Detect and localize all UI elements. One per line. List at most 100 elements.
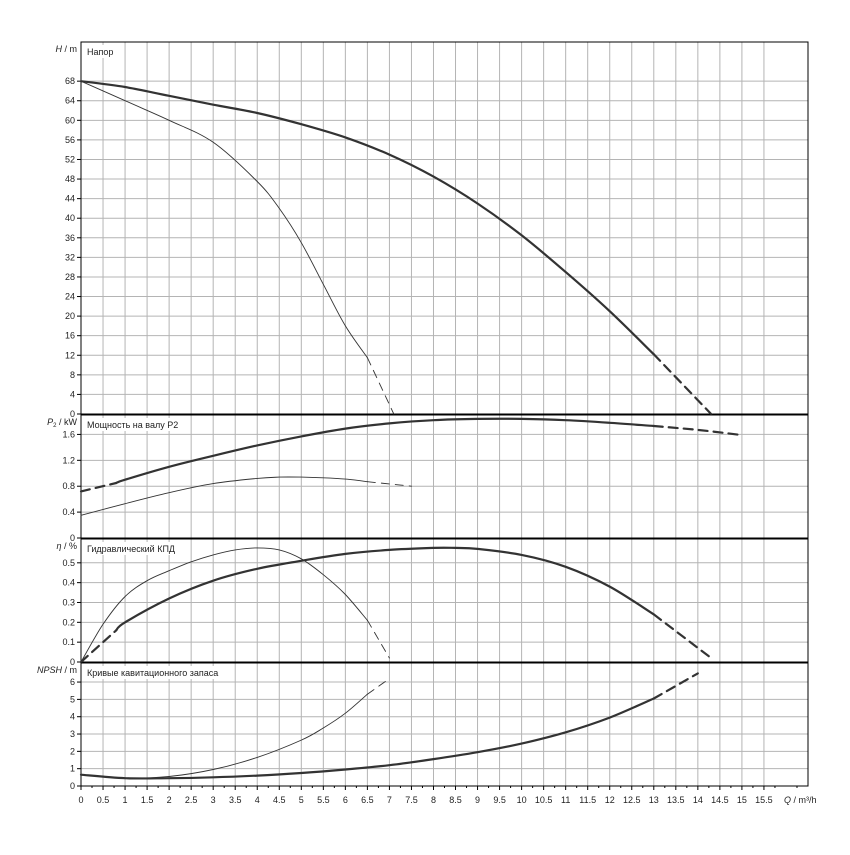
curve-power-0 xyxy=(115,417,655,485)
panel-frame xyxy=(80,538,809,663)
y-tick-label: 0.5 xyxy=(62,558,75,568)
x-tick-label: 15 xyxy=(737,795,747,805)
y-tick-label: 12 xyxy=(65,350,75,360)
x-tick-label: 6.5 xyxy=(361,795,374,805)
x-tick-label: 1 xyxy=(123,795,128,805)
x-tick-label: 14 xyxy=(693,795,703,805)
x-tick-label: 8 xyxy=(431,795,436,805)
panel-frame xyxy=(80,41,809,415)
x-tick-label: 10.5 xyxy=(535,795,553,805)
x-axis-label: Q / m³/h xyxy=(784,795,817,805)
curve-eff-4 xyxy=(366,619,390,659)
panel-title-bg xyxy=(84,542,179,555)
x-tick-label: 14.5 xyxy=(711,795,729,805)
curve-head-3 xyxy=(366,357,395,415)
curve-power-4 xyxy=(366,481,412,487)
y-axis-label: H / m xyxy=(56,44,78,54)
curve-eff-0 xyxy=(115,546,655,632)
y-tick-label: 68 xyxy=(65,76,75,86)
x-tick-label: 0.5 xyxy=(97,795,110,805)
y-tick-label: 5 xyxy=(70,694,75,704)
curve-npsh-0 xyxy=(79,697,655,780)
panel-frame xyxy=(80,414,809,539)
x-tick-label: 2 xyxy=(167,795,172,805)
panel-title: Напор xyxy=(87,47,113,57)
panel-head: 048121620242832364044485256606468НапорH … xyxy=(56,41,809,419)
y-tick-label: 0.1 xyxy=(62,637,75,647)
x-tick-label: 7 xyxy=(387,795,392,805)
y-tick-label: 0 xyxy=(70,409,75,419)
y-axis-label: NPSH / m xyxy=(37,665,77,675)
y-tick-label: 44 xyxy=(65,194,75,204)
x-tick-label: 12 xyxy=(605,795,615,805)
curve-power-1 xyxy=(652,424,743,437)
x-tick-label: 5 xyxy=(299,795,304,805)
y-tick-label: 16 xyxy=(65,331,75,341)
y-tick-label: 36 xyxy=(65,233,75,243)
curve-power-3 xyxy=(80,476,368,516)
y-tick-label: 24 xyxy=(65,292,75,302)
panel-power: 0 0.4 0.8 1.2 1.6 Мощность на валу P2 P2 / kW xyxy=(47,414,809,543)
y-tick-label: 60 xyxy=(65,115,75,125)
y-tick-label: 52 xyxy=(65,154,75,164)
x-tick-label: 13 xyxy=(649,795,659,805)
y-tick-label: 1.6 xyxy=(62,429,75,439)
panel-title: Гидравлический КПД xyxy=(87,544,175,554)
y-tick-label: 56 xyxy=(65,135,75,145)
y-tick-label: 0.3 xyxy=(62,597,75,607)
x-tick-label: 7.5 xyxy=(405,795,418,805)
y-tick-label: 4 xyxy=(70,712,75,722)
x-tick-label: 5.5 xyxy=(317,795,330,805)
x-axis: 0 0.5 1 1.5 2 2.5 3 3.5 4 4.5 5 5.5 6 6.5 7 7.5 8 8.5 9 9.5… xyxy=(78,786,817,805)
curve-power-2 xyxy=(79,481,118,493)
curve-npsh-3 xyxy=(366,678,390,695)
y-tick-label: 4 xyxy=(70,389,75,399)
y-tick-label: 0 xyxy=(70,781,75,791)
y-tick-label: 1 xyxy=(70,764,75,774)
x-tick-label: 4.5 xyxy=(273,795,286,805)
panel-title-bg xyxy=(84,666,222,679)
curve-eff-2 xyxy=(79,629,118,664)
x-tick-label: 2.5 xyxy=(185,795,198,805)
y-tick-label: 0 xyxy=(70,657,75,667)
y-tick-label: 0.4 xyxy=(62,507,75,517)
x-tick-label: 1.5 xyxy=(141,795,154,805)
y-tick-label: 6 xyxy=(70,677,75,687)
x-tick-label: 13.5 xyxy=(667,795,685,805)
y-tick-label: 28 xyxy=(65,272,75,282)
x-tick-label: 10 xyxy=(517,795,527,805)
curve-eff-1 xyxy=(652,613,713,660)
x-tick-label: 4 xyxy=(255,795,260,805)
y-tick-label: 0.4 xyxy=(62,578,75,588)
y-tick-label: 0 xyxy=(70,533,75,543)
curve-npsh-1 xyxy=(652,672,699,700)
y-tick-label: 64 xyxy=(65,96,75,106)
y-tick-label: 8 xyxy=(70,370,75,380)
y-tick-label: 40 xyxy=(65,213,75,223)
x-tick-label: 11 xyxy=(561,795,570,805)
panel-title-bg xyxy=(84,45,117,58)
panel-title: Мощность на валу P2 xyxy=(87,420,178,430)
x-tick-label: 9.5 xyxy=(493,795,506,805)
x-tick-label: 15.5 xyxy=(755,795,773,805)
y-tick-label: 0.2 xyxy=(62,617,75,627)
x-tick-label: 3 xyxy=(211,795,216,805)
y-tick-label: 0.8 xyxy=(62,481,75,491)
y-tick-label: 48 xyxy=(65,174,75,184)
y-tick-label: 2 xyxy=(70,746,75,756)
panel-eff: 0 0.1 0.2 0.3 0.4 0.5 Гидравлический КПД η / % xyxy=(56,538,809,667)
x-tick-label: 6 xyxy=(343,795,348,805)
x-tick-label: 3.5 xyxy=(229,795,242,805)
curve-npsh-2 xyxy=(80,693,368,779)
y-tick-label: 20 xyxy=(65,311,75,321)
y-tick-label: 1.2 xyxy=(62,455,75,465)
x-tick-label: 0 xyxy=(78,795,83,805)
curve-eff-3 xyxy=(80,547,368,663)
y-axis-label: η / % xyxy=(56,541,77,551)
curve-head-1 xyxy=(652,353,713,416)
x-tick-label: 8.5 xyxy=(449,795,462,805)
y-tick-label: 32 xyxy=(65,252,75,262)
x-tick-label: 11.5 xyxy=(579,795,596,805)
y-axis-label: P2 / kW xyxy=(47,417,77,429)
